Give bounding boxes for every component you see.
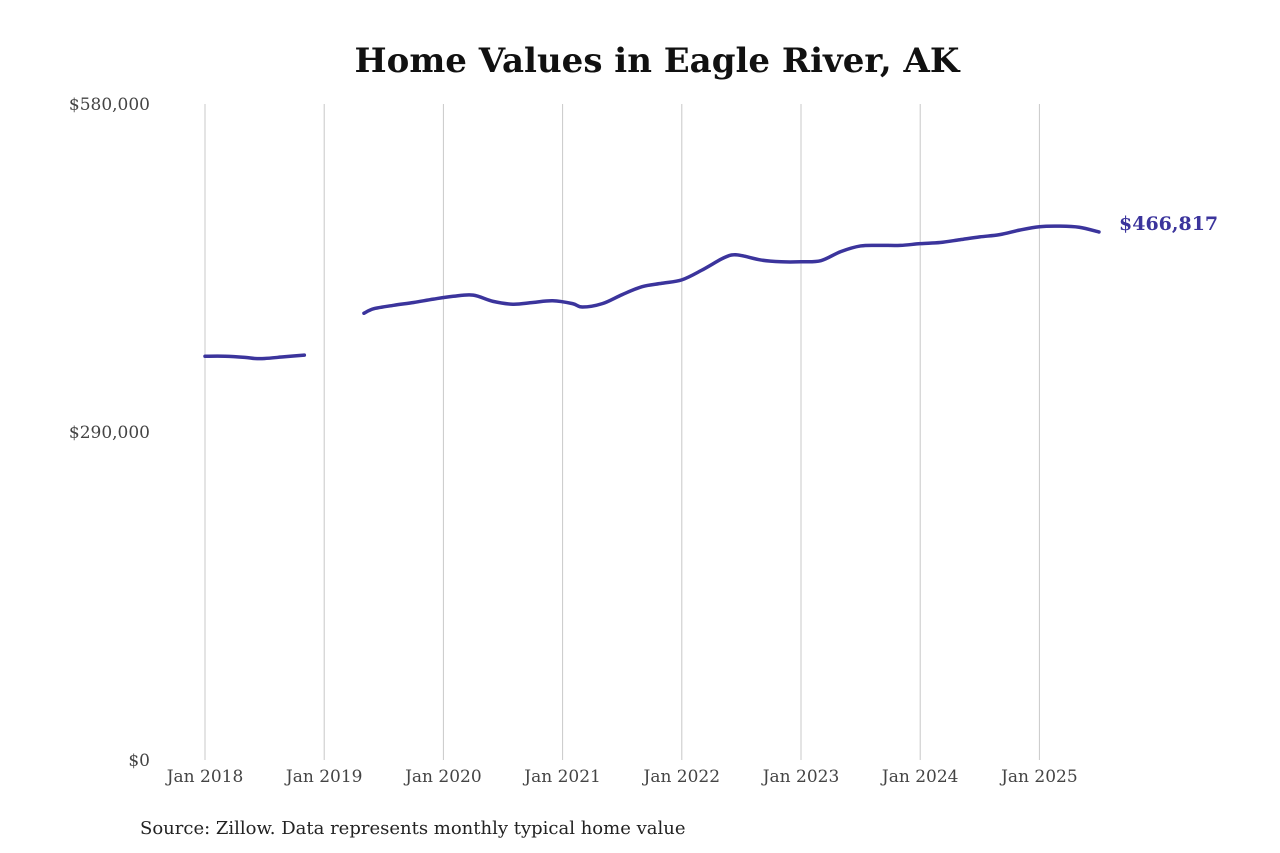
last-value-label: $466,817: [1119, 213, 1218, 235]
series-line-segment-1: [362, 224, 1101, 315]
y-tick-label: $290,000: [69, 423, 150, 443]
y-axis-ticks: $0 $290,000 $580,000: [69, 95, 150, 771]
x-tick-label: Jan 2020: [403, 767, 482, 787]
x-tick-label: Jan 2018: [165, 767, 244, 787]
series-line-segment-0: [203, 353, 307, 361]
x-tick-label: Jan 2021: [522, 767, 601, 787]
chart-title: Home Values in Eagle River, AK: [355, 41, 961, 81]
x-tick-label: Jan 2022: [642, 767, 721, 787]
series-home-values: [203, 224, 1101, 361]
gridlines: [204, 104, 1040, 760]
x-tick-label: Jan 2023: [761, 767, 840, 787]
y-tick-label: $580,000: [69, 95, 150, 115]
source-note: Source: Zillow. Data represents monthly …: [140, 818, 686, 839]
x-tick-label: Jan 2024: [880, 767, 959, 787]
x-tick-label: Jan 2019: [284, 767, 363, 787]
x-axis-ticks: Jan 2018 Jan 2019 Jan 2020 Jan 2021 Jan 2022…: [165, 767, 1078, 787]
x-tick-label: Jan 2025: [999, 767, 1078, 787]
y-tick-label: $0: [128, 751, 150, 771]
